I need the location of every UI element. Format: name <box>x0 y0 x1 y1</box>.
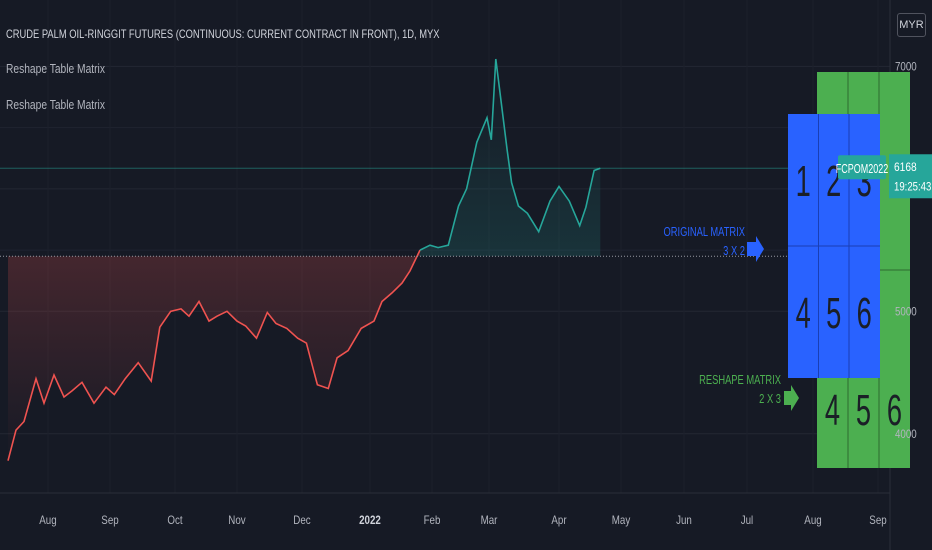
original-matrix-dims: 3 X 2 <box>723 245 745 259</box>
original-matrix-cell: 5 <box>826 288 841 337</box>
reshape-matrix-label: RESHAPE MATRIX <box>699 374 781 388</box>
original-matrix-cell: 2 <box>826 156 841 205</box>
reshape-matrix-cell: 5 <box>856 385 871 434</box>
x-tick-label: Apr <box>551 514 567 527</box>
symbol-tag-bg <box>838 155 886 180</box>
x-tick-label: Mar <box>481 514 498 527</box>
series-line-below <box>7 249 421 461</box>
x-tick-label: 2022 <box>359 514 381 527</box>
original-matrix-cell: 1 <box>796 156 811 205</box>
reshape-matrix-cell: 4 <box>825 385 840 434</box>
x-axis: Aug Sep Oct Nov Dec 2022 Feb Mar Apr May Jun Jul Aug… <box>39 514 886 527</box>
x-tick-label: Aug <box>804 514 821 527</box>
series-line-above <box>419 58 601 251</box>
x-tick-label: Sep <box>101 514 118 527</box>
threshold-line <box>0 167 890 257</box>
original-matrix-cell: 4 <box>796 288 811 337</box>
x-tick-label: Jun <box>676 514 692 527</box>
price-tag: FCPOM2022 6168 19:25:43 <box>836 154 932 199</box>
area-above-threshold <box>420 59 601 257</box>
currency-button[interactable]: MYR <box>897 13 926 37</box>
series-lines <box>7 58 601 461</box>
x-tick-label: Dec <box>293 514 311 527</box>
countdown-label: 19:25:43 <box>894 180 931 193</box>
x-tick-label: Oct <box>167 514 182 527</box>
x-tick-label: Nov <box>228 514 246 527</box>
original-arrow-icon <box>747 236 764 262</box>
reshape-matrix-cell: 6 <box>887 385 902 434</box>
y-tick-label: 4000 <box>895 428 917 441</box>
area-below-threshold <box>8 250 420 461</box>
symbol-tag: FCPOM2022 <box>836 163 888 177</box>
original-matrix-label: ORIGINAL MATRIX <box>663 226 745 240</box>
chart-title: CRUDE PALM OIL-RINGGIT FUTURES (CONTINUO… <box>6 27 440 41</box>
original-matrix-cell: 6 <box>857 288 872 337</box>
last-price-label: 6168 <box>894 162 917 175</box>
matrix-annotations: ORIGINAL MATRIX 3 X 2 RESHAPE MATRIX 2 X 3 <box>663 226 799 411</box>
indicator-legend-2[interactable]: Reshape Table Matrix <box>6 98 105 112</box>
y-tick-label: 5000 <box>895 306 917 319</box>
x-tick-label: Jul <box>741 514 753 527</box>
reshape-arrow-icon <box>784 385 799 411</box>
indicator-legend-1[interactable]: Reshape Table Matrix <box>6 62 105 76</box>
reshape-matrix-dims: 2 X 3 <box>759 393 781 407</box>
matrix-tables: 123456123456 <box>788 72 910 468</box>
x-tick-label: May <box>612 514 631 527</box>
x-tick-label: Aug <box>39 514 56 527</box>
area-fills <box>8 59 601 461</box>
y-tick-label: 7000 <box>895 61 917 74</box>
x-tick-label: Feb <box>424 514 441 527</box>
price-tag-bg <box>889 154 932 199</box>
x-tick-label: Sep <box>869 514 886 527</box>
